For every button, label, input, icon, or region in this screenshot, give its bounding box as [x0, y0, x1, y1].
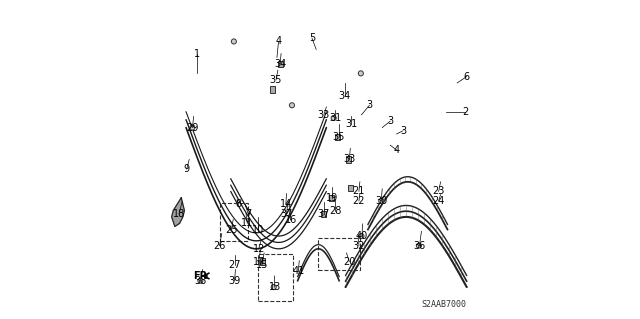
Text: 12: 12: [253, 244, 265, 254]
Bar: [269, 86, 275, 93]
Text: 7: 7: [245, 209, 252, 219]
Circle shape: [231, 39, 236, 44]
Polygon shape: [172, 198, 184, 226]
Text: 8: 8: [236, 199, 242, 209]
Text: 31: 31: [345, 119, 357, 130]
Text: 31: 31: [329, 113, 341, 123]
Circle shape: [198, 278, 203, 283]
Circle shape: [289, 103, 294, 108]
Text: S2AAB7000: S2AAB7000: [422, 300, 467, 309]
Text: 26: 26: [213, 241, 226, 251]
Text: 34: 34: [274, 59, 286, 69]
Text: 17: 17: [253, 256, 265, 267]
Text: 32: 32: [353, 241, 365, 251]
Bar: [335, 134, 340, 140]
Text: 25: 25: [225, 225, 237, 235]
Text: 34: 34: [339, 91, 351, 101]
Bar: [329, 195, 333, 201]
Text: 6: 6: [463, 71, 470, 82]
Circle shape: [358, 71, 364, 76]
Text: 3: 3: [387, 116, 393, 126]
Bar: [260, 258, 265, 265]
Text: 39: 39: [228, 276, 241, 286]
Text: 14: 14: [280, 199, 292, 209]
Text: 24: 24: [433, 196, 445, 206]
Circle shape: [359, 234, 364, 239]
Bar: [258, 254, 293, 301]
Text: 22: 22: [353, 196, 365, 206]
Text: 11: 11: [241, 218, 253, 228]
Text: 5: 5: [309, 33, 315, 43]
Circle shape: [379, 198, 384, 204]
Text: 36: 36: [413, 241, 426, 251]
Text: 13: 13: [269, 282, 281, 292]
Text: 10: 10: [252, 225, 264, 235]
Text: 18: 18: [173, 209, 185, 219]
Text: 20: 20: [343, 256, 356, 267]
Text: 4: 4: [394, 145, 399, 155]
Text: 35: 35: [270, 75, 282, 85]
Text: 2: 2: [462, 107, 468, 117]
Circle shape: [417, 243, 422, 248]
Text: 37: 37: [317, 209, 330, 219]
Bar: [319, 238, 360, 270]
Text: 40: 40: [356, 231, 368, 241]
Text: 1: 1: [194, 49, 200, 59]
Text: 19: 19: [326, 193, 339, 203]
Text: 33: 33: [343, 154, 355, 165]
Text: 3: 3: [400, 126, 406, 136]
Circle shape: [331, 115, 336, 121]
Bar: [321, 211, 326, 217]
Text: 3: 3: [366, 100, 372, 110]
Text: 30: 30: [375, 196, 387, 206]
Circle shape: [271, 285, 276, 290]
Text: 28: 28: [329, 205, 342, 216]
Text: 38: 38: [195, 276, 207, 286]
Circle shape: [190, 125, 195, 130]
Text: 41: 41: [292, 266, 305, 276]
Text: 4: 4: [275, 36, 282, 47]
Bar: [278, 61, 282, 67]
Text: 27: 27: [228, 260, 241, 270]
Bar: [348, 185, 353, 191]
Text: 21: 21: [353, 186, 365, 197]
Bar: [220, 203, 248, 241]
Text: 23: 23: [433, 186, 445, 197]
Text: 29: 29: [186, 122, 198, 133]
Text: 37: 37: [280, 209, 292, 219]
Text: 15: 15: [256, 260, 268, 270]
Text: 9: 9: [184, 164, 189, 174]
Bar: [346, 156, 351, 163]
Text: FR: FR: [193, 271, 208, 281]
Text: 35: 35: [332, 132, 345, 142]
Text: 33: 33: [317, 110, 330, 120]
Text: 16: 16: [285, 215, 297, 225]
